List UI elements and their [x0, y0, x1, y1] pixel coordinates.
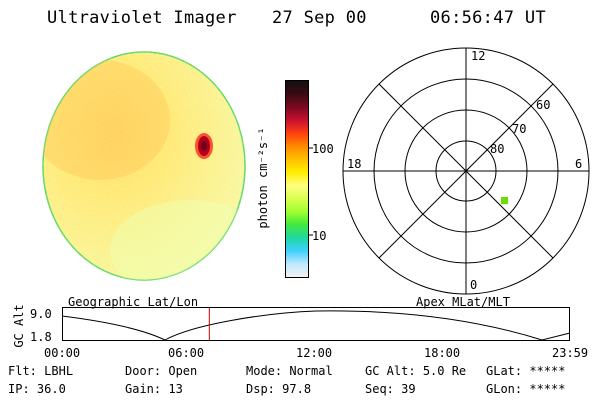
orbit-left-label: Geographic Lat/Lon [68, 295, 199, 309]
colorbar-ticks [308, 147, 313, 236]
colorbar-tick-100: 100 [312, 142, 334, 156]
info-gain: Gain: 13 [125, 382, 183, 396]
auroral-spot [195, 133, 213, 159]
orbit-y-tick-1-8: 1.8 [30, 330, 52, 344]
mlt-label-0: 0 [470, 278, 477, 292]
mlat-label-70: 70 [512, 122, 526, 136]
colorbar-tick-10: 10 [312, 229, 327, 243]
mlt-label-6: 6 [575, 157, 582, 171]
spacecraft-position-marker [501, 197, 508, 204]
info-glon: GLon: ***** [486, 382, 566, 396]
orbit-y-tick-9: 9.0 [30, 307, 52, 321]
info-flt: Flt: LBHL [8, 364, 74, 378]
colorbar-unit-label: photon cm⁻²s⁻¹ [256, 127, 270, 229]
orbit-x-tick-0000: 00:00 [44, 346, 81, 360]
orbit-right-label: Apex MLat/MLT [416, 295, 510, 309]
orbit-x-tick-0600: 06:00 [168, 346, 205, 360]
mlat-label-80: 80 [490, 142, 504, 156]
mlt-label-18: 18 [347, 157, 361, 171]
mlt-label-12: 12 [471, 49, 485, 63]
date-label: 27 Sep 00 [272, 8, 367, 28]
orbit-y-axis-label: GC Alt [12, 304, 26, 348]
instrument-title: Ultraviolet Imager [47, 8, 237, 28]
info-mode: Mode: Normal [246, 364, 333, 378]
info-glat: GLat: ***** [486, 364, 566, 378]
info-ip: IP: 36.0 [8, 382, 66, 396]
orbit-x-tick-2359: 23:59 [552, 346, 589, 360]
time-label: 06:56:47 UT [430, 8, 546, 28]
orbit-x-tick-1200: 12:00 [296, 346, 333, 360]
polar-plot: 12 18 6 0 60 70 80 [342, 47, 590, 295]
info-dsp: Dsp: 97.8 [246, 382, 312, 396]
orbit-plot [62, 307, 571, 341]
orbit-plot-frame [62, 307, 570, 341]
colorbar [285, 80, 309, 278]
info-gc-alt: GC Alt: 5.0 Re [365, 364, 467, 378]
info-seq: Seq: 39 [365, 382, 416, 396]
uv-image-disk [42, 51, 246, 281]
altitude-curve [62, 310, 571, 341]
mlat-label-60: 60 [536, 98, 550, 112]
orbit-x-tick-1800: 18:00 [424, 346, 461, 360]
info-door: Door: Open [125, 364, 198, 378]
